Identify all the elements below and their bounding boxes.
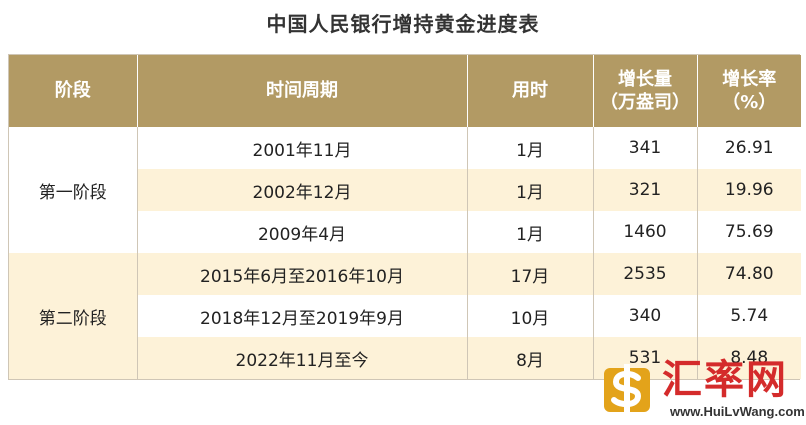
table-row: 第二阶段 2015年6月至2016年10月 17月 2535 74.80 — [9, 253, 801, 379]
table-row: 2022年11月至今 8月 531 8.48 — [9, 337, 801, 379]
duration-cell: 1月 — [466, 127, 593, 169]
rate-cell: 19.96 — [696, 169, 801, 211]
watermark: 汇率网 www.HuiLvWang.com — [598, 358, 806, 425]
increase-cell: 2535 — [592, 253, 697, 295]
stage-cell: 第一阶段 — [9, 127, 137, 253]
period-cell: 2002年12月 — [136, 169, 467, 211]
rate-cell: 8.48 — [696, 337, 801, 379]
increase-cell: 1460 — [592, 211, 697, 253]
duration-cell: 17月 — [466, 253, 593, 295]
header-duration: 用时 — [466, 55, 593, 127]
table-row: 2002年12月 1月 321 19.96 — [9, 169, 801, 211]
header-rate: 增长率 （%） — [696, 55, 801, 127]
table-title: 中国人民银行增持黄金进度表 — [266, 12, 540, 36]
gold-progress-table: 阶段 时间周期 用时 增长量 （万盎司） 增长率 （%） 第一阶段 2001年1… — [8, 54, 801, 380]
increase-cell: 341 — [592, 127, 697, 169]
period-cell: 2018年12月至2019年9月 — [136, 295, 467, 337]
period-cell: 2001年11月 — [136, 127, 467, 169]
increase-cell: 321 — [592, 169, 697, 211]
watermark-url: www.HuiLvWang.com — [670, 404, 805, 419]
watermark-logo-icon — [604, 364, 650, 414]
duration-cell: 8月 — [466, 337, 593, 379]
duration-cell: 1月 — [466, 169, 593, 211]
table-row: 第一阶段 2001年11月 1月 341 26.91 — [9, 127, 801, 253]
stage-cell: 第二阶段 — [9, 253, 137, 379]
period-cell: 2015年6月至2016年10月 — [136, 253, 467, 295]
increase-cell: 340 — [592, 295, 697, 337]
table-row: 2009年4月 1月 1460 75.69 — [9, 211, 801, 253]
rate-cell: 26.91 — [696, 127, 801, 169]
header-stage: 阶段 — [9, 55, 137, 127]
rate-cell: 5.74 — [696, 295, 801, 337]
header-increase: 增长量 （万盎司） — [592, 55, 697, 127]
period-cell: 2009年4月 — [136, 211, 467, 253]
watermark-name: 汇率网 — [662, 357, 788, 403]
table-row: 2018年12月至2019年9月 10月 340 5.74 — [9, 295, 801, 337]
rate-cell: 74.80 — [696, 253, 801, 295]
period-cell: 2022年11月至今 — [136, 337, 467, 379]
header-period: 时间周期 — [136, 55, 467, 127]
rate-cell: 75.69 — [696, 211, 801, 253]
header-row: 阶段 时间周期 用时 增长量 （万盎司） 增长率 （%） — [9, 55, 801, 127]
duration-cell: 10月 — [466, 295, 593, 337]
duration-cell: 1月 — [466, 211, 593, 253]
